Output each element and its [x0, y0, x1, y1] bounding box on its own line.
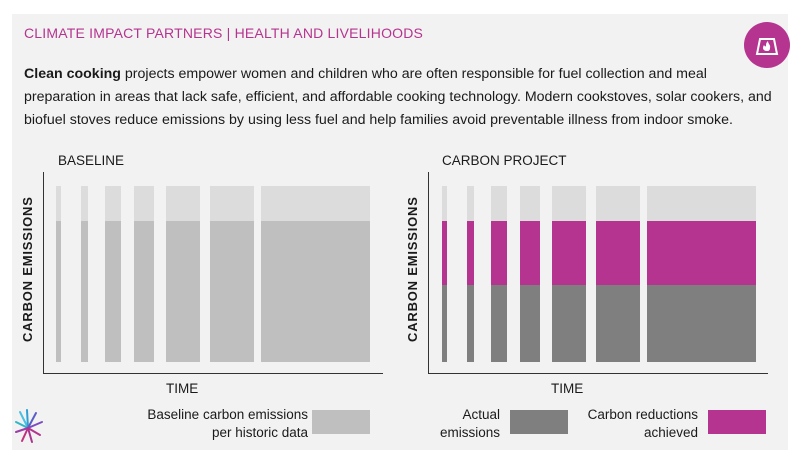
baseline-segment [261, 221, 370, 362]
project-bar-7 [647, 186, 756, 362]
baseline-bar-6 [210, 186, 254, 362]
legend-baseline-swatch [312, 410, 370, 434]
baseline-bar-1 [56, 186, 61, 362]
project-y-axis [428, 172, 429, 374]
project-bar-5 [552, 186, 586, 362]
actual-segment [520, 284, 540, 362]
project-x-axis [428, 373, 768, 374]
project-bar-1 [442, 186, 447, 362]
project-bar-6 [596, 186, 640, 362]
baseline-bar-7 [261, 186, 370, 362]
baseline-x-axis-label: TIME [166, 381, 199, 396]
reduction-segment [596, 221, 640, 285]
reduction-segment [520, 221, 540, 285]
legend-baseline-label: Baseline carbon emissions per historic d… [147, 407, 308, 440]
project-chart-title: CARBON PROJECT [442, 153, 567, 168]
clean-cooking-badge [744, 22, 790, 68]
actual-segment [596, 284, 640, 362]
baseline-segment [81, 221, 88, 362]
project-y-axis-label: CARBON EMISSIONS [405, 196, 420, 342]
project-bar-2 [467, 186, 474, 362]
baseline-chart-title: BASELINE [58, 153, 125, 168]
reduction-segment [442, 221, 447, 285]
legend-reduction-label: Carbon reductions achieved [587, 407, 698, 440]
intro-paragraph: Clean cooking projects empower women and… [24, 63, 780, 132]
actual-segment [442, 284, 447, 362]
baseline-bar-4 [134, 186, 154, 362]
baseline-x-axis [43, 373, 383, 374]
actual-segment [552, 284, 586, 362]
actual-segment [647, 284, 756, 362]
baseline-bar-3 [105, 186, 121, 362]
baseline-segment [105, 221, 121, 362]
actual-segment [491, 284, 507, 362]
baseline-segment [210, 221, 254, 362]
baseline-bar-2 [81, 186, 88, 362]
baseline-y-axis [43, 172, 44, 374]
baseline-y-axis-label: CARBON EMISSIONS [20, 196, 35, 342]
intro-text: projects empower women and children who … [24, 66, 772, 128]
stove-flame-icon [755, 38, 779, 55]
actual-segment [467, 284, 474, 362]
baseline-bar-5 [166, 186, 200, 362]
baseline-segment [134, 221, 154, 362]
reduction-segment [647, 221, 756, 285]
baseline-segment [166, 221, 200, 362]
project-bar-4 [520, 186, 540, 362]
legend-actual-label: Actual emissions [439, 407, 500, 440]
burst-logo-icon [14, 408, 44, 449]
legend-reduction-swatch [708, 410, 766, 434]
project-bar-3 [491, 186, 507, 362]
legend-actual-swatch [510, 410, 568, 434]
page-header: CLIMATE IMPACT PARTNERS | HEALTH AND LIV… [24, 25, 424, 41]
reduction-segment [491, 221, 507, 285]
reduction-segment [467, 221, 474, 285]
project-x-axis-label: TIME [551, 381, 584, 396]
reduction-segment [552, 221, 586, 285]
intro-bold: Clean cooking [24, 66, 121, 82]
baseline-segment [56, 221, 61, 362]
